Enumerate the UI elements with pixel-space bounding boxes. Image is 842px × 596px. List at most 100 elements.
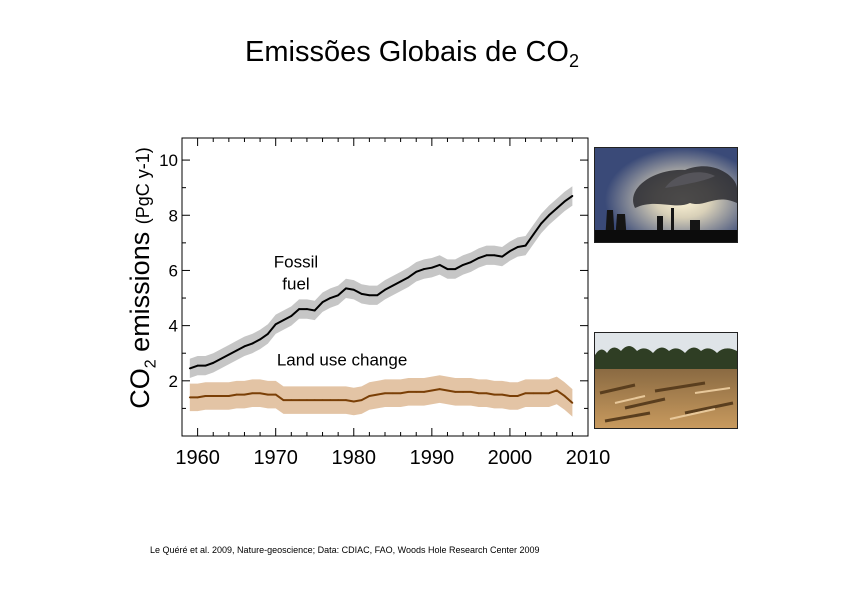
data-point-0-49 [571,195,574,197]
data-point-0-31 [430,266,433,269]
data-point-1-8 [251,392,254,395]
y-tick-label: 10 [159,151,178,170]
data-point-1-0 [188,396,191,399]
series-line-1 [189,388,574,404]
x-tick-label: 2000 [488,447,533,469]
data-point-1-5 [227,395,230,397]
data-point-0-13 [290,315,293,317]
data-point-0-24 [376,294,379,297]
smokestack-photo [594,147,738,243]
data-point-0-15 [306,308,308,310]
land-use-change-label: Land use change [277,351,407,370]
data-point-0-43 [524,244,527,247]
data-point-1-31 [430,389,433,392]
data-point-0-29 [415,270,418,273]
y-axis-label: CO2 emissions (PgC y-1) [120,118,160,438]
y-tick-label: 2 [169,372,178,391]
data-point-0-28 [407,276,410,279]
data-point-0-2 [204,364,207,367]
data-point-1-46 [548,392,550,395]
data-point-0-37 [477,257,480,259]
data-point-0-48 [563,200,566,203]
data-point-1-25 [384,392,386,395]
data-point-1-42 [516,395,519,397]
data-point-0-34 [454,268,457,270]
data-point-1-11 [274,393,277,396]
data-point-1-26 [391,392,394,395]
data-point-0-12 [282,319,285,322]
data-point-1-27 [399,392,402,395]
y-axis-label-unit: (PgC y-1) [133,147,153,225]
data-point-0-39 [493,254,496,257]
data-point-0-30 [423,268,425,270]
data-point-1-9 [259,392,261,395]
data-point-0-9 [259,338,261,341]
data-point-0-22 [360,292,363,295]
data-point-0-4 [220,357,222,360]
data-point-1-37 [477,392,480,395]
x-tick-label: 1980 [332,447,377,469]
data-point-0-27 [399,280,402,283]
source-credit: Le Quéré et al. 2009, Nature-geoscience;… [150,545,540,555]
data-point-1-23 [368,395,371,397]
data-point-1-2 [204,395,207,397]
data-point-1-29 [415,390,418,393]
data-point-0-8 [251,342,254,345]
data-point-0-33 [446,268,449,270]
data-point-0-26 [391,284,394,287]
data-point-1-41 [509,395,511,397]
data-point-1-49 [571,401,574,404]
data-point-1-36 [469,390,472,393]
data-point-1-44 [532,392,535,395]
y-tick-label: 6 [169,261,178,280]
data-point-0-18 [329,297,332,299]
series-band-0 [189,186,573,379]
x-tick-label: 1960 [175,447,220,469]
data-point-1-38 [485,392,488,395]
slide-title-subscript: 2 [568,51,579,71]
data-point-1-47 [555,389,558,392]
series-band-1 [189,375,573,417]
x-tick-label: 2010 [566,447,611,469]
data-point-0-10 [266,333,269,335]
data-point-1-4 [220,395,222,397]
data-point-1-21 [352,400,355,403]
data-point-1-48 [563,395,566,397]
data-point-1-12 [282,399,285,402]
fossil-fuel-label-line1: Fossil [274,253,318,272]
x-tick-label: 1990 [410,447,455,469]
data-point-0-36 [469,261,472,264]
data-point-1-15 [306,399,308,402]
data-point-1-20 [345,399,347,402]
chart-axes [181,137,589,437]
slide-title-text: Emissões Globais de CO [245,36,569,68]
data-point-0-23 [368,294,371,297]
slide-title: Emissões Globais de CO2 [0,36,824,72]
y-axis-label-main: CO [125,368,155,409]
data-point-1-22 [360,399,363,402]
data-point-0-16 [313,309,316,312]
data-point-0-20 [345,287,347,290]
series-line-0 [189,195,573,370]
data-point-1-14 [298,399,301,402]
data-point-1-16 [313,399,316,402]
data-point-0-25 [384,288,386,291]
data-point-0-42 [516,246,519,248]
y-tick-label: 4 [169,317,178,336]
data-point-0-40 [501,255,504,258]
chart-annotations: Fossil fuel Land use change [274,253,407,370]
data-point-0-3 [212,361,215,364]
data-point-1-34 [454,390,457,393]
data-point-1-39 [493,393,496,396]
data-point-1-3 [212,395,215,397]
data-point-1-30 [423,390,425,393]
data-point-1-28 [407,390,410,393]
data-point-0-47 [555,207,558,210]
data-point-1-45 [540,392,543,395]
data-point-1-33 [446,389,449,392]
data-point-0-14 [298,308,301,310]
data-point-1-35 [462,390,464,393]
data-point-0-11 [274,323,277,326]
data-point-0-32 [438,264,441,266]
